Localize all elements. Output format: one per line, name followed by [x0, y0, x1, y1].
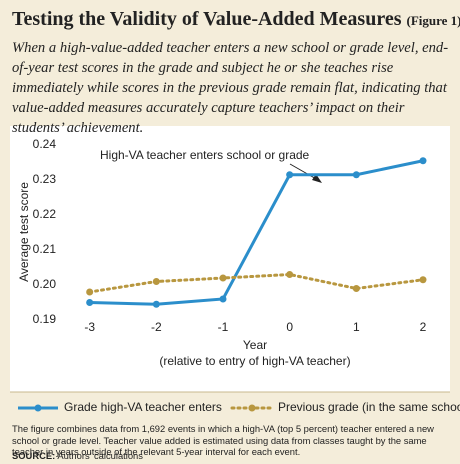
- legend-label: Grade high-VA teacher enters: [64, 400, 222, 414]
- source: SOURCE: Authors’ calculations: [12, 450, 143, 461]
- title-text: Testing the Validity of Value-Added Meas…: [12, 8, 402, 30]
- figure-label: (Figure 1): [406, 13, 460, 28]
- y-axis-label: Average test score: [17, 182, 31, 282]
- legend-label: Previous grade (in the same school): [278, 400, 460, 414]
- point: [86, 299, 94, 306]
- point: [286, 271, 294, 278]
- y-tick-label: 0.20: [33, 277, 57, 291]
- title: Testing the Validity of Value-Added Meas…: [12, 8, 460, 31]
- legend-marker: [34, 404, 42, 412]
- point: [286, 171, 294, 179]
- series-line: [88, 272, 425, 294]
- point: [352, 171, 360, 179]
- annotation: High-VA teacher enters school or grade: [100, 148, 310, 162]
- series-line: [89, 159, 424, 306]
- x-tick-label: -2: [151, 320, 162, 334]
- point: [352, 285, 360, 292]
- point: [219, 295, 227, 303]
- y-tick-label: 0.21: [33, 242, 57, 256]
- point: [152, 278, 160, 285]
- x-tick-label: -3: [84, 320, 95, 334]
- plot-panel: [10, 126, 450, 392]
- point: [86, 288, 94, 296]
- source-text: Authors’ calculations: [57, 450, 143, 461]
- x-tick-label: -1: [218, 320, 229, 334]
- x-tick-label: 2: [420, 320, 427, 334]
- x-axis-note: (relative to entry of high-VA teacher): [159, 354, 350, 368]
- y-tick-label: 0.24: [33, 137, 57, 151]
- x-tick-label: 1: [353, 320, 360, 334]
- annotation-arrow: [289, 163, 319, 181]
- point: [219, 274, 227, 282]
- x-axis-label: Year: [243, 338, 267, 352]
- x-tick-label: 0: [286, 320, 293, 334]
- legend-marker: [248, 404, 256, 412]
- y-tick-label: 0.19: [33, 312, 57, 326]
- source-label: SOURCE:: [12, 450, 56, 461]
- point: [152, 300, 160, 308]
- y-tick-label: 0.23: [33, 172, 57, 186]
- point: [419, 276, 427, 284]
- point: [419, 157, 427, 165]
- y-tick-label: 0.22: [33, 207, 57, 221]
- subtitle: When a high-value-added teacher enters a…: [12, 40, 449, 136]
- note: The figure combines data from 1,692 even…: [12, 423, 434, 457]
